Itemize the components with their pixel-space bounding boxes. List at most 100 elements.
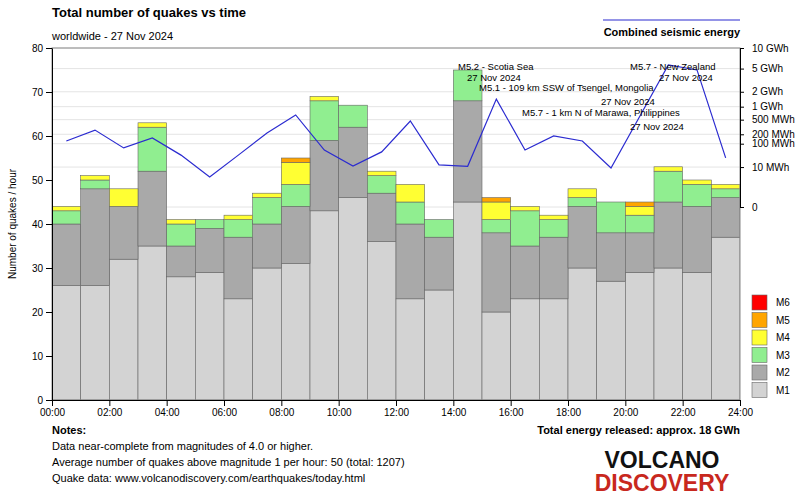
y2-tick-mark <box>740 134 744 135</box>
y-tick-label: 0 <box>37 395 43 406</box>
bar <box>167 246 196 277</box>
x-tick-label: 00:00 <box>40 407 65 418</box>
bar <box>224 215 253 216</box>
legend-swatch <box>752 295 767 310</box>
bar <box>597 202 626 233</box>
y-tick-mark <box>46 48 52 49</box>
x-tick-label: 16:00 <box>499 407 524 418</box>
bar <box>138 171 167 246</box>
y2-tick: 5 GWh <box>740 63 783 74</box>
x-tick-mark <box>568 400 569 406</box>
y-tick-label: 60 <box>32 131 44 142</box>
bar <box>167 219 196 220</box>
bar <box>253 224 282 268</box>
bar <box>52 211 81 224</box>
bar <box>625 272 654 400</box>
bar <box>167 220 196 224</box>
bar <box>654 268 683 400</box>
bar <box>109 189 138 207</box>
x-tick: 14:00 <box>441 400 466 418</box>
x-tick: 12:00 <box>384 400 409 418</box>
bar <box>310 96 339 97</box>
bar <box>425 219 454 220</box>
y-tick: 50 <box>32 175 52 186</box>
x-tick: 04:00 <box>155 400 180 418</box>
y-tick-mark <box>46 224 52 225</box>
bar <box>396 184 425 185</box>
bar <box>425 290 454 400</box>
y-tick-mark <box>46 356 52 357</box>
x-tick-label: 14:00 <box>441 407 466 418</box>
bar <box>625 206 654 215</box>
bar <box>138 122 167 123</box>
bar <box>310 96 339 97</box>
legend-label: M2 <box>776 367 790 378</box>
bar <box>195 220 224 229</box>
legend-label: M1 <box>776 385 790 396</box>
bar <box>396 184 425 185</box>
bar <box>482 312 511 400</box>
legend-swatch <box>752 365 767 380</box>
bar <box>138 127 167 171</box>
y2-tick: 0 <box>740 202 758 213</box>
legend-label: M6 <box>776 297 790 308</box>
bar <box>568 188 597 189</box>
y2-tick-label: 100 MWh <box>752 138 795 149</box>
bar-series <box>52 96 740 224</box>
logo-bottom: DISCOVERY <box>595 470 730 496</box>
chart: Total number of quakes vs timeworldwide … <box>0 0 800 500</box>
bar <box>109 206 138 259</box>
x-tick-label: 22:00 <box>671 407 696 418</box>
bar <box>224 215 253 216</box>
bar <box>683 180 712 181</box>
legend-label: M5 <box>776 315 790 326</box>
bar <box>711 189 740 198</box>
legend-label: M3 <box>776 350 790 361</box>
bar <box>52 206 81 207</box>
y-tick-mark <box>46 268 52 269</box>
x-tick-mark <box>52 400 53 406</box>
y2-tick-label: 1 GWh <box>752 101 783 112</box>
note: Data near-complete from magnitudes of 4.… <box>52 440 313 452</box>
y-tick: 10 <box>32 351 52 362</box>
note: Average number of quakes above magnitude… <box>52 456 405 468</box>
bar <box>568 198 597 207</box>
bar <box>281 158 310 162</box>
bar <box>396 299 425 400</box>
grid-line <box>52 119 740 120</box>
bar <box>683 272 712 400</box>
y-tick-mark <box>46 400 52 401</box>
bar <box>568 188 597 189</box>
bar <box>568 206 597 268</box>
x-tick-mark <box>625 400 626 406</box>
bar <box>683 180 712 184</box>
annotation-text: M5.7 - New Zealand <box>630 61 716 72</box>
x-tick-label: 08:00 <box>269 407 294 418</box>
bar <box>539 299 568 400</box>
x-axis: 00:0002:0004:0006:0008:0010:0012:0014:00… <box>40 400 753 418</box>
y2-tick-mark <box>740 167 744 168</box>
total-energy: Total energy released: approx. 18 GWh <box>537 424 740 436</box>
bar <box>109 188 138 189</box>
y-tick-label: 20 <box>32 307 44 318</box>
y-tick-mark <box>46 180 52 181</box>
y-axis-title: Number of quakes / hour <box>7 168 18 279</box>
bar <box>367 171 396 175</box>
bar <box>281 264 310 400</box>
y-tick: 0 <box>37 395 52 406</box>
y-tick: 20 <box>32 307 52 318</box>
bar <box>281 206 310 263</box>
bar <box>482 233 511 312</box>
bar <box>339 105 368 106</box>
annotation-text: M5.1 - 109 km SSW of Tsengel, Mongolia <box>479 82 654 93</box>
x-tick-mark <box>683 400 684 406</box>
y2-tick: 1 GWh <box>740 101 783 112</box>
y2-tick-mark <box>740 144 744 145</box>
bar <box>195 219 224 220</box>
bar <box>511 246 540 299</box>
legend-swatch <box>752 313 767 328</box>
bar <box>597 202 626 203</box>
y-tick-mark <box>46 136 52 137</box>
bar <box>597 202 626 203</box>
bar <box>654 167 683 171</box>
